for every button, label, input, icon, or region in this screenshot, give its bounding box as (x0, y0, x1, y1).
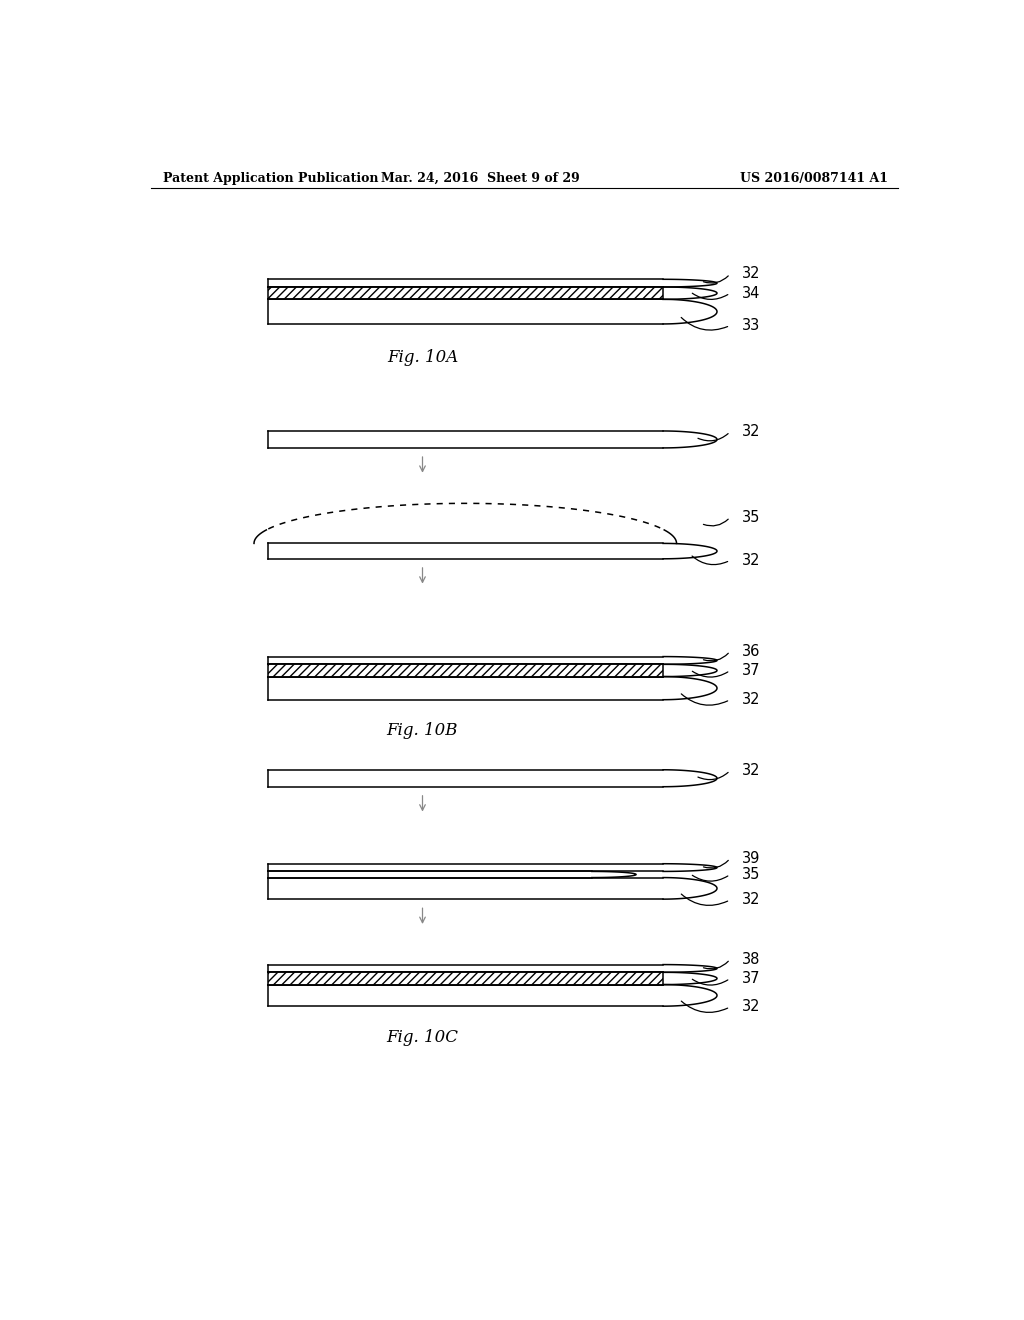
Text: 35: 35 (741, 510, 760, 525)
Text: Patent Application Publication: Patent Application Publication (163, 173, 379, 185)
Text: 32: 32 (741, 999, 760, 1015)
Bar (267, 664, 664, 677)
Text: 37: 37 (741, 972, 760, 986)
Text: 33: 33 (741, 318, 760, 333)
Text: 35: 35 (741, 867, 760, 882)
Text: 32: 32 (741, 553, 760, 568)
Bar (267, 664, 664, 677)
Text: 34: 34 (741, 285, 760, 301)
Text: 32: 32 (741, 424, 760, 440)
Text: Fig. 10C: Fig. 10C (386, 1030, 459, 1047)
Text: Fig. 10B: Fig. 10B (387, 722, 459, 739)
Text: Mar. 24, 2016  Sheet 9 of 29: Mar. 24, 2016 Sheet 9 of 29 (381, 173, 580, 185)
Bar (267, 973, 664, 985)
Bar (267, 286, 664, 300)
Text: Fig. 10A: Fig. 10A (387, 350, 458, 367)
Text: 32: 32 (741, 892, 760, 907)
Text: 39: 39 (741, 851, 760, 866)
Text: 32: 32 (741, 692, 760, 708)
Bar (267, 286, 664, 300)
Text: 32: 32 (741, 763, 760, 777)
Text: 37: 37 (741, 663, 760, 678)
Text: US 2016/0087141 A1: US 2016/0087141 A1 (739, 173, 888, 185)
Text: 36: 36 (741, 644, 760, 659)
Bar (267, 973, 664, 985)
Text: 32: 32 (741, 267, 760, 281)
Text: 38: 38 (741, 952, 760, 966)
